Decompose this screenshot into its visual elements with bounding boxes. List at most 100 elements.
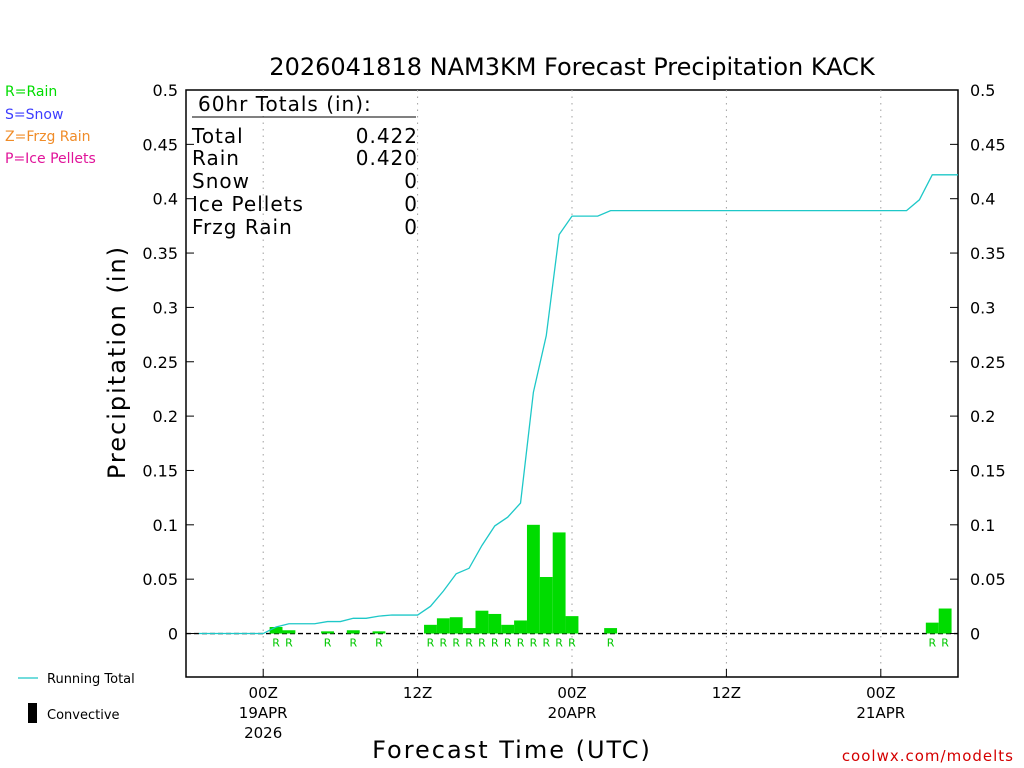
totals-frzg-label: Frzg Rain: [192, 215, 293, 239]
x-tick-label-4: 00Z: [866, 684, 895, 702]
y-tick-label-right-6: 0.3: [970, 298, 995, 317]
ptype-label-h52: R: [928, 637, 936, 650]
y-tick-label-left-3: 0.15: [142, 461, 178, 480]
y-tick-label-right-9: 0.45: [970, 135, 1006, 154]
precip-bar-h15: [449, 617, 463, 634]
precip-bar-h18: [488, 613, 502, 634]
x-tick-label-1: 12Z: [403, 684, 432, 702]
y-tick-label-right-4: 0.2: [970, 407, 995, 426]
precip-bar-h2: [282, 630, 296, 634]
y-tick-label-right-1: 0.05: [970, 570, 1006, 589]
ptype-label-h22: R: [542, 637, 550, 650]
ptype-label-h7: R: [349, 637, 357, 650]
totals-total-label: Total: [191, 124, 244, 148]
x-tick-label-0: 00Z: [249, 684, 278, 702]
y-tick-label-left-10: 0.5: [153, 81, 178, 100]
x-tick-label-2: 00Z: [557, 684, 586, 702]
y-tick-label-right-3: 0.15: [970, 461, 1006, 480]
legend-rain: R=Rain: [5, 84, 57, 100]
precip-bar-h1: [269, 626, 283, 634]
chart-title: 2026041818 NAM3KM Forecast Precipitation…: [269, 53, 876, 81]
x-tick-label-3: 12Z: [712, 684, 741, 702]
totals-rain-value: 0.420: [356, 146, 418, 170]
totals-header: 60hr Totals (in):: [198, 92, 372, 116]
totals-ice-label: Ice Pellets: [192, 192, 304, 216]
x-axis: 00Z 19APR 2026 12Z 00Z 20APR 12Z 00Z 21APR: [239, 669, 905, 742]
y-axis-right: 0 0.05 0.1 0.15 0.2 0.25 0.3 0.35 0.4 0.45 0.5: [950, 81, 1006, 644]
x-axis-title: Forecast Time (UTC): [372, 736, 652, 764]
legend-snow: S=Snow: [5, 107, 63, 123]
y-tick-label-right-7: 0.35: [970, 244, 1006, 263]
totals-frzg-value: 0: [404, 215, 418, 239]
x-tick-year-0: 2026: [244, 724, 282, 742]
precip-bars: [269, 524, 952, 634]
ptype-label-h14: R: [440, 637, 448, 650]
y-tick-label-right-5: 0.25: [970, 353, 1006, 372]
convective-legend-label: Convective: [47, 708, 120, 723]
precip-bar-h27: [604, 628, 618, 634]
gridlines: [262, 90, 882, 677]
ptype-label-h13: R: [427, 637, 435, 650]
ptype-label-h17: R: [478, 637, 486, 650]
y-axis-left: 0 0.05 0.1 0.15 0.2 0.25 0.3 0.35 0.4 0.45 0.5: [142, 81, 194, 644]
y-axis-title: Precipitation (in): [103, 245, 131, 479]
y-tick-label-left-6: 0.3: [153, 298, 178, 317]
ptype-label-h27: R: [607, 637, 615, 650]
precip-bar-h17: [475, 610, 489, 634]
precip-bar-h21: [526, 524, 540, 634]
precip-bar-h13: [424, 624, 437, 634]
precip-bar-h24: [565, 616, 579, 634]
precip-bar-h19: [501, 624, 515, 634]
precip-bar-h20: [514, 620, 527, 634]
precip-bar-h53: [938, 608, 952, 634]
precip-bar-h7: [346, 630, 360, 634]
precip-bar-h5: [321, 631, 334, 634]
y-tick-label-right-8: 0.4: [970, 190, 995, 209]
totals-rain-label: Rain: [192, 146, 240, 170]
credit-text: coolwx.com/modelts: [842, 747, 1014, 765]
x-tick-date-0: 19APR: [239, 704, 288, 722]
precip-bar-h16: [462, 628, 476, 634]
y-tick-label-right-2: 0.1: [970, 516, 995, 535]
precip-bar-h22: [539, 576, 553, 634]
y-tick-label-left-7: 0.35: [142, 244, 178, 263]
y-tick-label-left-5: 0.25: [142, 353, 178, 372]
totals-total-value: 0.422: [356, 124, 418, 148]
ptype-label-h5: R: [324, 637, 332, 650]
running-total-legend-label: Running Total: [47, 672, 135, 687]
x-tick-date-4: 21APR: [856, 704, 905, 722]
ptype-label-h20: R: [517, 637, 525, 650]
y-tick-label-left-9: 0.45: [142, 135, 178, 154]
ptype-label-h1: R: [272, 637, 280, 650]
ptype-label-h24: R: [568, 637, 576, 650]
ptype-label-h16: R: [465, 637, 473, 650]
ptype-label-h15: R: [452, 637, 460, 650]
y-tick-label-right-0: 0: [970, 625, 980, 644]
totals-ice-value: 0: [404, 192, 418, 216]
y-tick-label-left-1: 0.05: [142, 570, 178, 589]
precip-bar-h9: [372, 631, 386, 634]
totals-box: 60hr Totals (in): Total 0.422 Rain 0.420…: [191, 92, 418, 239]
ptype-label-h23: R: [555, 637, 563, 650]
bottom-legend: Running Total Convective: [18, 672, 135, 723]
ptype-label-h2: R: [285, 637, 293, 650]
ptype-label-h18: R: [491, 637, 499, 650]
legend-frzg-rain: Z=Frzg Rain: [5, 129, 91, 145]
y-tick-label-left-2: 0.1: [153, 516, 178, 535]
precip-bar-h23: [552, 532, 566, 634]
y-tick-label-left-4: 0.2: [153, 407, 178, 426]
ptype-legend: R=Rain S=Snow Z=Frzg Rain P=Ice Pellets: [5, 84, 96, 167]
running-total-line: [198, 174, 958, 635]
ptype-label-h9: R: [375, 637, 383, 650]
precip-bar-h14: [436, 618, 450, 634]
ptype-label-h19: R: [504, 637, 512, 650]
y-tick-label-left-0: 0: [168, 625, 178, 644]
convective-legend-swatch: [28, 703, 37, 723]
legend-ice-pellets: P=Ice Pellets: [5, 151, 96, 167]
running-total-polyline: [198, 174, 958, 635]
ptype-label-h21: R: [530, 637, 538, 650]
totals-snow-label: Snow: [192, 169, 250, 193]
y-tick-label-left-8: 0.4: [153, 190, 178, 209]
